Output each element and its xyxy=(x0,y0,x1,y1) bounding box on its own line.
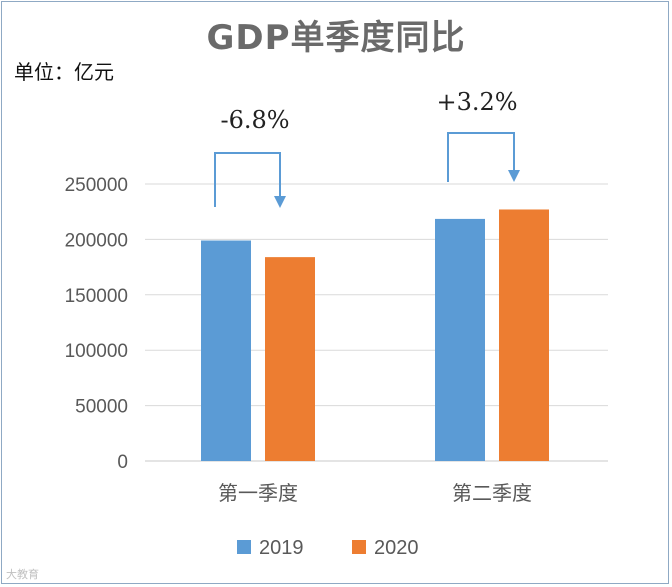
x-category-label: 第二季度 xyxy=(452,481,532,505)
legend-label-2020: 2020 xyxy=(374,537,419,559)
y-tick-label: 100000 xyxy=(65,341,128,362)
bar-2020-2 xyxy=(499,209,549,461)
y-tick-label: 50000 xyxy=(75,397,128,418)
y-tick-label: 150000 xyxy=(65,286,128,307)
legend-swatch-2020 xyxy=(352,540,366,554)
y-tick-label: 0 xyxy=(117,452,128,473)
x-category-label: 第一季度 xyxy=(218,481,298,505)
watermark: 大教育 xyxy=(6,568,39,581)
arrow-head xyxy=(274,196,286,208)
change-annotation: +3.2% xyxy=(436,88,517,116)
change-annotation: -6.8% xyxy=(220,106,289,134)
legend-swatch-2019 xyxy=(237,540,251,554)
bar-2019-2 xyxy=(435,218,485,461)
change-arrow xyxy=(214,152,281,207)
unit-label: 单位：亿元 xyxy=(14,60,114,84)
legend-label-2019: 2019 xyxy=(259,537,304,559)
y-tick-label: 250000 xyxy=(65,175,128,196)
bar-2020-1 xyxy=(265,257,315,461)
chart-title: GDP单季度同比 xyxy=(206,18,466,58)
arrow-head xyxy=(508,170,520,182)
y-tick-label: 200000 xyxy=(65,230,128,251)
change-arrow xyxy=(447,132,515,182)
bar-2019-1 xyxy=(201,240,251,461)
